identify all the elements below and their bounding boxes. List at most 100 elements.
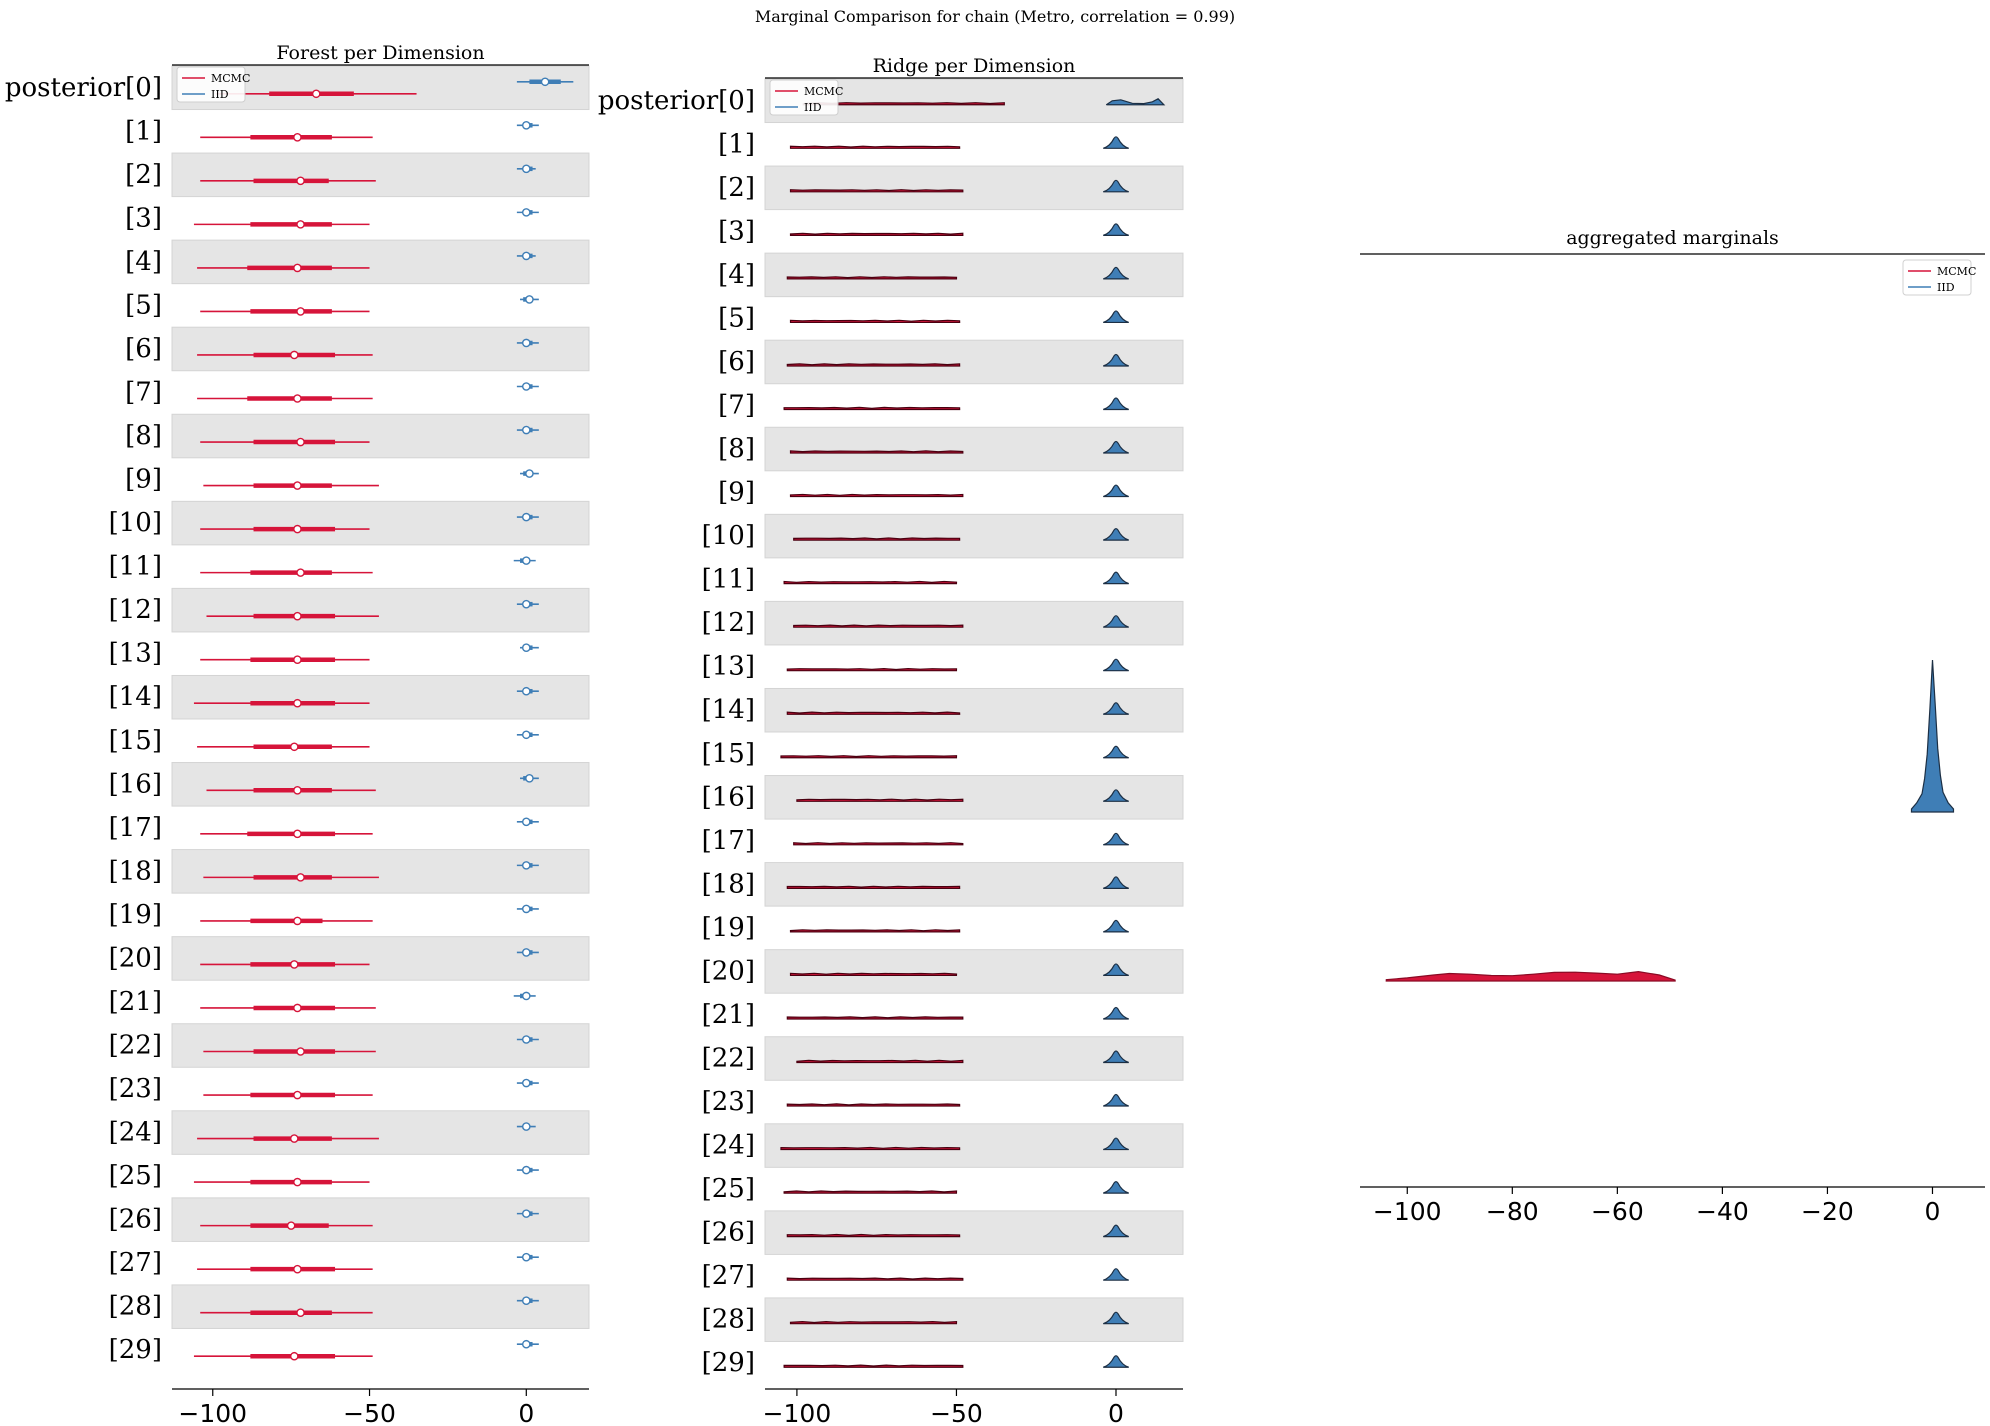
forest-mark-iid xyxy=(516,1296,539,1305)
ridge-mcmc xyxy=(789,929,961,933)
median-point xyxy=(521,556,531,565)
forest-mark-mcmc xyxy=(200,1003,376,1013)
row-band xyxy=(171,587,590,633)
forest-mark-mcmc xyxy=(197,1264,373,1274)
row-band xyxy=(171,413,590,459)
row-band xyxy=(171,1197,590,1242)
row-label: [17] xyxy=(109,813,162,843)
row-label: [16] xyxy=(109,769,162,799)
row-label: [13] xyxy=(109,639,162,669)
x-tick-label: −60 xyxy=(1591,1197,1644,1226)
row-band xyxy=(171,326,590,372)
row-label: [7] xyxy=(125,378,162,408)
forest-mark-iid xyxy=(520,643,539,653)
legend-label-iid: IID xyxy=(804,101,822,114)
ridge-mcmc xyxy=(789,232,964,236)
median-point xyxy=(521,1339,531,1349)
median-point xyxy=(296,873,305,882)
ridge-mcmc xyxy=(786,667,958,672)
ridge-iid xyxy=(1103,789,1129,802)
row-band xyxy=(171,1110,590,1155)
legend-label-iid: IID xyxy=(1937,281,1955,294)
forest-mark-iid xyxy=(516,338,539,348)
row-label: [2] xyxy=(718,173,755,203)
median-point xyxy=(289,1351,299,1361)
forest-mark-mcmc xyxy=(203,481,379,490)
row-label: [21] xyxy=(109,987,162,1017)
ridge-iid xyxy=(1103,832,1129,846)
row-label: [12] xyxy=(109,595,162,625)
forest-mark-mcmc xyxy=(200,1221,373,1230)
median-point xyxy=(293,524,302,534)
row-label: [5] xyxy=(125,290,162,320)
row-label: [6] xyxy=(718,347,755,377)
median-point xyxy=(521,1122,531,1131)
forest-mark-iid xyxy=(516,1252,539,1262)
row-label: [26] xyxy=(702,1218,755,1248)
median-point xyxy=(293,1090,302,1100)
forest-mark-mcmc xyxy=(200,829,373,839)
forest-mark-iid xyxy=(516,817,539,827)
forest-mark-iid xyxy=(516,861,539,870)
forest-mark-mcmc xyxy=(193,1351,373,1361)
forest-mark-mcmc xyxy=(215,89,417,99)
ridge-mcmc xyxy=(783,580,958,585)
ridge-iid xyxy=(1103,484,1129,498)
median-point xyxy=(521,208,531,217)
ridge-mcmc xyxy=(789,145,961,149)
forest-mark-mcmc xyxy=(197,742,370,752)
median-point xyxy=(293,655,302,665)
ridge-iid xyxy=(1103,528,1129,541)
ridge-mcmc xyxy=(786,276,958,280)
median-point xyxy=(521,599,531,609)
ridge-iid xyxy=(1103,963,1129,977)
median-point xyxy=(296,568,305,577)
row-band xyxy=(171,674,590,720)
ridge-iid xyxy=(1103,136,1129,149)
median-point xyxy=(311,89,321,99)
ridge-panel: Ridge per Dimension posterior[0] [1] [2] [3]… xyxy=(598,55,1184,1426)
row-label: [11] xyxy=(702,565,755,595)
median-point xyxy=(293,132,302,142)
forest-mark-iid xyxy=(516,1035,539,1044)
forest-mark-iid xyxy=(520,295,539,304)
median-point xyxy=(525,774,534,783)
ridge-iid xyxy=(1103,223,1129,236)
forest-mark-iid xyxy=(516,208,539,217)
legend-label-mcmc: MCMC xyxy=(804,85,843,98)
median-point xyxy=(525,469,534,478)
ridge-iid xyxy=(1103,1355,1129,1368)
median-point xyxy=(293,394,302,403)
row-label: [15] xyxy=(702,739,755,769)
forest-panel: Forest per Dimension posterior[0] [1] [2] [3… xyxy=(5,42,590,1426)
row-label: [29] xyxy=(109,1335,162,1365)
forest-mark-mcmc xyxy=(197,1134,379,1143)
ridge-iid xyxy=(1103,876,1129,889)
median-point xyxy=(289,960,299,969)
row-label: [11] xyxy=(109,552,162,582)
median-point xyxy=(521,512,531,522)
median-point xyxy=(525,295,534,304)
row-label: [4] xyxy=(125,247,162,277)
median-point xyxy=(289,1134,299,1143)
ridge-iid xyxy=(1103,658,1129,672)
forest-mark-mcmc xyxy=(206,786,376,795)
ridge-mcmc xyxy=(786,1277,964,1281)
legend: MCMC IID xyxy=(176,66,250,103)
median-point xyxy=(296,1308,305,1317)
row-label: [20] xyxy=(702,956,755,986)
row-label: [28] xyxy=(109,1292,162,1322)
ridge-iid xyxy=(1103,179,1129,193)
forest-mark-iid xyxy=(516,1339,539,1349)
ridge-iid xyxy=(1103,919,1129,933)
ridge-mcmc xyxy=(783,406,961,411)
x-tick-label: −100 xyxy=(1373,1197,1442,1226)
row-label: [21] xyxy=(702,1000,755,1030)
median-point xyxy=(293,611,302,621)
panel-title: Forest per Dimension xyxy=(276,42,484,64)
legend: MCMC IID xyxy=(769,79,843,116)
median-point xyxy=(521,425,531,435)
x-tick-label: 0 xyxy=(518,1399,534,1426)
aggregated-mcmc-area xyxy=(1385,970,1676,982)
